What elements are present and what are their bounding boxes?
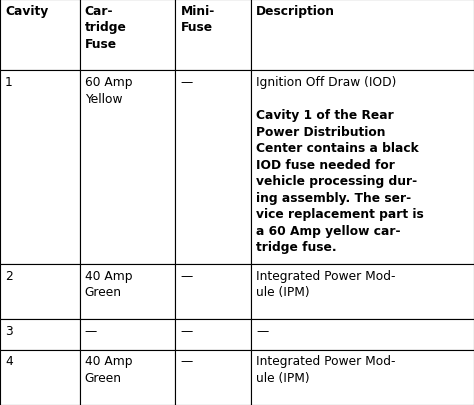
Bar	[175, 350, 251, 405]
Text: 40 Amp
Green: 40 Amp Green	[85, 269, 132, 298]
Text: Integrated Power Mod-
ule (IPM): Integrated Power Mod- ule (IPM)	[256, 355, 396, 384]
Bar	[80, 320, 175, 350]
Bar	[80, 350, 175, 405]
Bar	[251, 264, 474, 320]
Text: Cavity 1 of the Rear
Power Distribution
Center contains a black
IOD fuse needed : Cavity 1 of the Rear Power Distribution …	[256, 109, 424, 254]
Bar	[175, 71, 251, 264]
Text: —: —	[85, 324, 97, 337]
Bar	[175, 320, 251, 350]
Text: 3: 3	[5, 324, 13, 337]
Text: 1: 1	[5, 76, 13, 89]
Text: —: —	[256, 324, 268, 337]
Bar	[251, 71, 474, 264]
Text: —: —	[181, 355, 193, 368]
Text: —: —	[181, 269, 193, 282]
Bar	[0, 264, 80, 320]
Bar	[0, 350, 80, 405]
Bar	[175, 264, 251, 320]
Bar	[175, 0, 251, 71]
Text: 40 Amp
Green: 40 Amp Green	[85, 355, 132, 384]
Bar	[80, 0, 175, 71]
Text: Cavity: Cavity	[5, 5, 48, 18]
Text: Mini-
Fuse: Mini- Fuse	[181, 5, 215, 34]
Bar	[0, 0, 80, 71]
Bar	[251, 0, 474, 71]
Text: —: —	[181, 76, 193, 89]
Text: Car-
tridge
Fuse: Car- tridge Fuse	[85, 5, 127, 51]
Text: 4: 4	[5, 355, 13, 368]
Text: Description: Description	[256, 5, 335, 18]
Bar	[251, 320, 474, 350]
Bar	[80, 264, 175, 320]
Text: —: —	[181, 324, 193, 337]
Bar	[80, 71, 175, 264]
Text: 60 Amp
Yellow: 60 Amp Yellow	[85, 76, 132, 105]
Bar	[0, 71, 80, 264]
Text: 2: 2	[5, 269, 13, 282]
Text: Ignition Off Draw (IOD): Ignition Off Draw (IOD)	[256, 76, 397, 89]
Bar	[0, 320, 80, 350]
Text: Integrated Power Mod-
ule (IPM): Integrated Power Mod- ule (IPM)	[256, 269, 396, 298]
Bar	[251, 350, 474, 405]
